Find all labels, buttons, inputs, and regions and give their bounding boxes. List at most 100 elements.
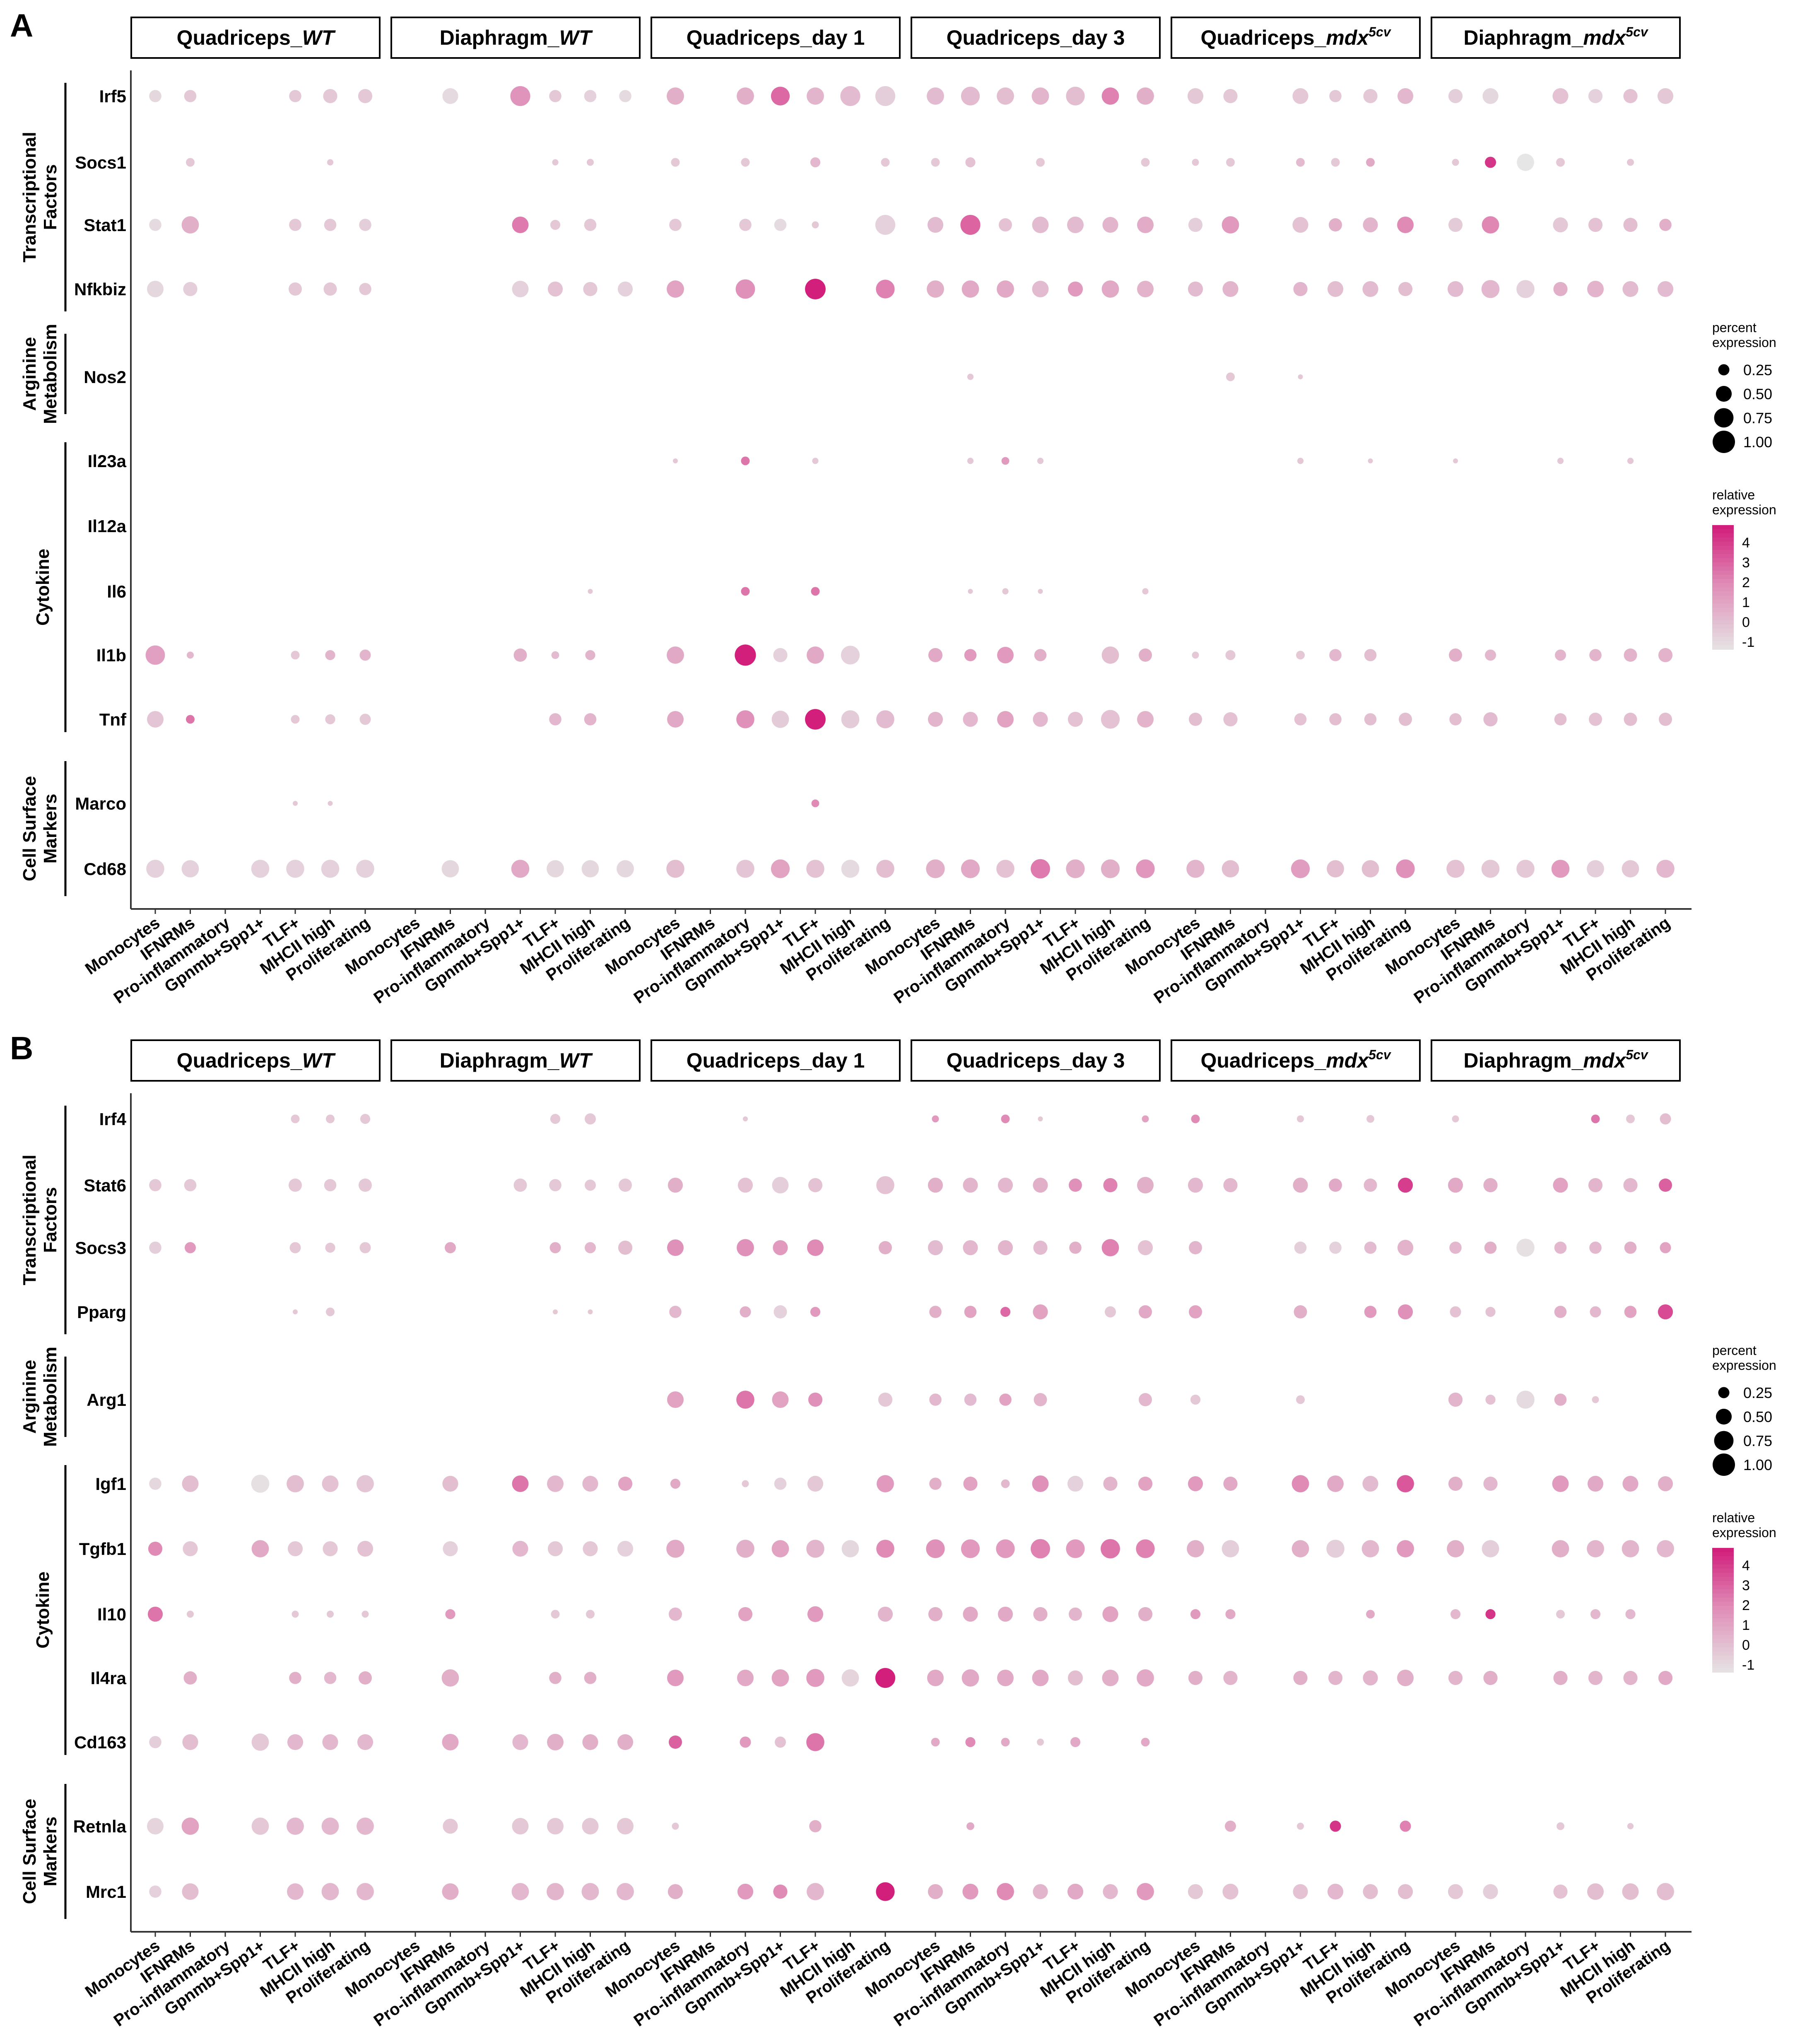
expression-dot: [1659, 713, 1672, 726]
expression-dot: [1032, 217, 1049, 233]
expression-dot: [962, 1883, 978, 1900]
expression-dot: [1292, 1540, 1309, 1557]
expression-dot: [325, 1242, 335, 1253]
expression-dot: [1296, 158, 1305, 167]
expression-dot: [1398, 1177, 1413, 1193]
condition-header-box: [130, 1039, 381, 1082]
expression-dot: [1363, 89, 1378, 104]
color-legend-bar-segment: [1712, 1631, 1734, 1635]
expression-dot: [741, 456, 750, 465]
expression-dot: [998, 1177, 1013, 1193]
expression-dot: [184, 90, 197, 102]
expression-dot: [965, 157, 976, 168]
expression-dot: [667, 646, 684, 664]
expression-dot: [1398, 1304, 1413, 1320]
expression-dot: [875, 1668, 896, 1688]
expression-dot: [1102, 1670, 1119, 1686]
color-legend-bar-segment: [1712, 1573, 1734, 1577]
expression-dot: [1557, 1822, 1564, 1830]
expression-dot: [1659, 219, 1672, 231]
condition-header-box: [1171, 1039, 1421, 1082]
expression-dot: [1192, 651, 1199, 659]
expression-dot: [1588, 89, 1603, 104]
expression-dot: [551, 1610, 560, 1619]
expression-dot: [1297, 1115, 1304, 1123]
expression-dot: [1552, 1540, 1569, 1557]
condition-header-label: Quadriceps_WT: [177, 1049, 336, 1072]
expression-dot: [1190, 1394, 1201, 1405]
color-legend-tick: 3: [1742, 555, 1750, 571]
color-legend-title: expression: [1712, 502, 1776, 517]
expression-dot: [1517, 154, 1534, 171]
expression-dot: [1329, 90, 1342, 102]
expression-dot: [549, 1179, 561, 1191]
color-legend-bar-segment: [1712, 1581, 1734, 1586]
expression-dot: [1296, 651, 1305, 660]
expression-dot: [841, 646, 860, 665]
gene-label: Il1b: [96, 646, 126, 665]
expression-dot: [512, 1540, 528, 1557]
size-legend-title: percent: [1712, 1343, 1757, 1358]
expression-dot: [547, 1734, 564, 1750]
expression-dot: [1138, 1607, 1153, 1622]
color-legend-bar-segment: [1712, 645, 1734, 650]
expression-dot: [931, 158, 940, 167]
expression-dot: [879, 1241, 892, 1254]
expression-dot: [1396, 859, 1415, 878]
color-legend-bar-segment: [1712, 1564, 1734, 1569]
expression-dot: [774, 219, 787, 231]
expression-dot: [1364, 1179, 1377, 1192]
expression-dot: [585, 1179, 596, 1191]
expression-dot: [673, 458, 678, 463]
expression-dot: [1366, 1115, 1374, 1123]
expression-dot: [667, 1884, 683, 1899]
expression-dot: [1329, 218, 1342, 231]
expression-dot: [442, 1883, 459, 1900]
expression-dot: [617, 1818, 634, 1834]
expression-dot: [1188, 217, 1203, 232]
expression-dot: [149, 1241, 161, 1254]
expression-dot: [1033, 1304, 1048, 1320]
expression-dot: [618, 1240, 633, 1255]
expression-dot: [1137, 1669, 1154, 1687]
expression-dot: [1102, 217, 1118, 233]
expression-dot: [287, 1817, 304, 1835]
expression-dot: [322, 1734, 338, 1750]
expression-dot: [1483, 712, 1498, 727]
expression-dot: [1483, 1178, 1498, 1193]
condition-header-label: Diaphragm_mdx5cv: [1463, 1047, 1648, 1072]
expression-dot: [1226, 372, 1235, 381]
expression-dot: [1294, 1305, 1307, 1318]
color-legend-bar-segment: [1712, 624, 1734, 629]
expression-dot: [1105, 1306, 1116, 1318]
expression-dot: [1483, 1670, 1498, 1685]
expression-dot: [1399, 713, 1412, 726]
color-legend-bar-segment: [1712, 633, 1734, 637]
expression-dot: [512, 1734, 528, 1750]
expression-dot: [771, 711, 789, 728]
expression-dot: [740, 1306, 751, 1318]
expression-dot: [1032, 281, 1049, 297]
expression-dot: [291, 715, 300, 724]
expression-dot: [1222, 860, 1239, 877]
expression-dot: [1448, 1392, 1463, 1407]
expression-dot: [1622, 1475, 1639, 1492]
legend: percentexpression0.250.500.751.00relativ…: [1712, 1343, 1776, 1673]
expression-dot: [1294, 1241, 1307, 1254]
gene-label: Tgfb1: [79, 1539, 126, 1559]
expression-dot: [619, 90, 631, 102]
expression-dot: [1069, 1179, 1082, 1192]
expression-dot: [1447, 1540, 1464, 1557]
expression-dot: [929, 1478, 942, 1490]
color-legend-bar-segment: [1712, 1651, 1734, 1656]
expression-dot: [1137, 217, 1154, 233]
expression-dot: [289, 282, 302, 296]
expression-dot: [1067, 217, 1084, 233]
expression-dot: [1552, 1475, 1569, 1492]
expression-dot: [1000, 1306, 1011, 1317]
expression-dot: [328, 801, 333, 806]
expression-dot: [361, 1610, 369, 1618]
expression-dot: [147, 281, 164, 297]
gene-label: Irf5: [99, 87, 126, 106]
expression-dot: [617, 281, 633, 297]
